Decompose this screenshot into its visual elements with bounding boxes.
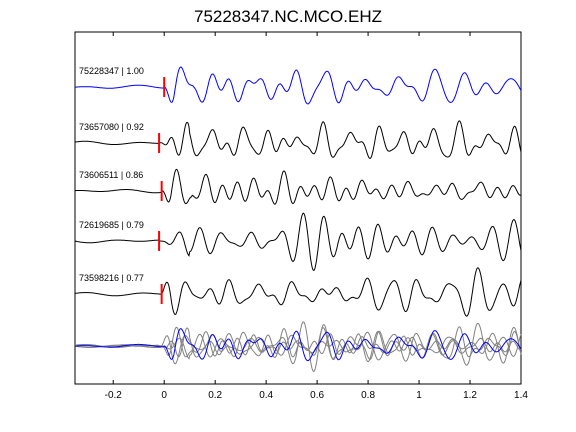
x-tick-label: 0.6 (310, 390, 324, 401)
x-tick-label: 1.2 (463, 390, 477, 401)
x-axis: -0.2 0 0.2 0.4 0.6 0.8 1 1.2 1.4 (105, 32, 528, 401)
trace-line (74, 267, 522, 317)
trace-line (74, 66, 522, 105)
stack-trace-line (74, 326, 522, 358)
trace-label: 73606511 | 0.86 (79, 170, 143, 180)
trace-label: 75228347 | 1.00 (79, 66, 144, 76)
trace-label: 73657080 | 0.92 (79, 122, 144, 132)
trace-line (75, 168, 522, 205)
x-tick-label: 0.8 (361, 390, 375, 401)
overlay-stack (74, 321, 522, 373)
x-tick-label: 0.2 (208, 390, 222, 401)
trace-line (74, 212, 522, 271)
plot-area-frame (74, 31, 522, 385)
x-tick-label: 0.4 (259, 390, 273, 401)
stack-trace-line (74, 326, 522, 360)
chart-title: 75228347.NC.MCO.EHZ (193, 7, 383, 26)
x-tick-label: -0.2 (105, 390, 123, 401)
stack-reference-line (74, 328, 522, 362)
trace-line (74, 120, 522, 159)
trace-label: 72619685 | 0.79 (79, 220, 144, 230)
x-tick-label: 0 (161, 390, 167, 401)
x-tick-label: 1.4 (514, 390, 528, 401)
x-tick-label: 1 (416, 390, 422, 401)
trace-group: 75228347 | 1.00 73657080 | 0.92 73606511 |… (74, 66, 522, 317)
trace-label: 73598216 | 0.77 (79, 273, 144, 283)
